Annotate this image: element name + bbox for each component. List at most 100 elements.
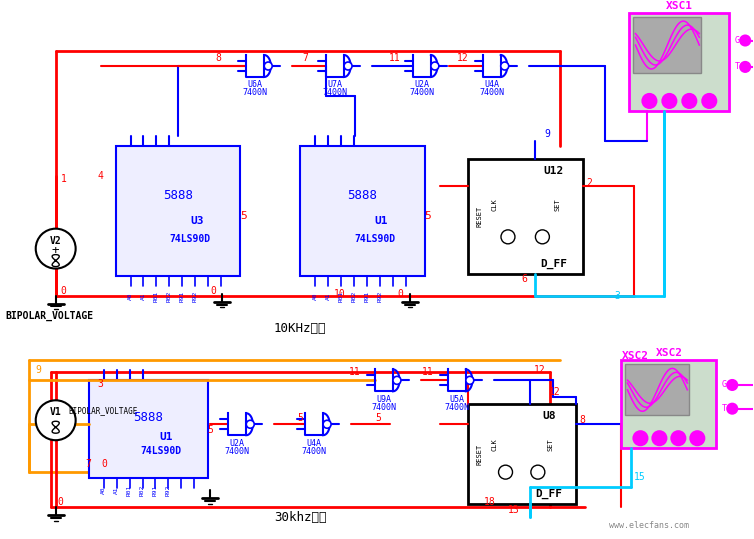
Text: BIPOLAR_VOLTAGE: BIPOLAR_VOLTAGE — [6, 310, 94, 321]
Text: XSC1: XSC1 — [666, 1, 693, 11]
Text: XSC2: XSC2 — [655, 348, 682, 358]
Text: G: G — [734, 36, 740, 45]
Text: 8: 8 — [216, 53, 221, 63]
Text: RESET: RESET — [477, 444, 483, 465]
Text: 11: 11 — [389, 53, 401, 63]
Bar — [467, 159, 583, 274]
Text: 4: 4 — [98, 171, 103, 181]
Text: U5A: U5A — [449, 395, 464, 404]
Text: SET: SET — [555, 198, 561, 211]
Text: V2: V2 — [50, 236, 62, 246]
Circle shape — [740, 36, 750, 45]
Bar — [633, 17, 701, 73]
Text: 0: 0 — [58, 497, 63, 507]
Text: A0: A0 — [313, 293, 317, 300]
Text: 7400N: 7400N — [409, 88, 434, 98]
Text: R01: R01 — [127, 485, 132, 496]
Text: U12: U12 — [544, 166, 564, 176]
Bar — [89, 381, 208, 478]
Text: U2A: U2A — [415, 80, 430, 89]
Text: 7400N: 7400N — [225, 447, 250, 455]
Text: D_FF: D_FF — [541, 259, 567, 269]
Text: SET: SET — [547, 438, 553, 451]
Circle shape — [323, 420, 331, 429]
Text: R02: R02 — [140, 485, 145, 496]
Circle shape — [466, 376, 474, 384]
Text: 0: 0 — [102, 459, 108, 469]
Circle shape — [671, 431, 685, 445]
Circle shape — [663, 94, 676, 108]
Circle shape — [344, 62, 352, 70]
Circle shape — [682, 94, 696, 108]
Text: 1: 1 — [61, 174, 66, 184]
Text: R01: R01 — [339, 291, 344, 302]
Text: 12: 12 — [534, 365, 546, 375]
Circle shape — [431, 62, 439, 70]
Text: 6: 6 — [522, 274, 528, 284]
Bar — [630, 13, 729, 111]
Text: A0: A0 — [101, 486, 106, 494]
Text: 74LS90D: 74LS90D — [140, 446, 181, 456]
Text: R92: R92 — [193, 291, 198, 302]
Text: U8: U8 — [542, 411, 556, 421]
Circle shape — [633, 431, 648, 445]
Text: 5: 5 — [375, 413, 381, 423]
Text: U1: U1 — [160, 432, 173, 442]
Circle shape — [702, 94, 716, 108]
Text: A1: A1 — [141, 293, 146, 300]
Text: 7400N: 7400N — [243, 88, 268, 98]
Text: U3: U3 — [190, 216, 204, 226]
Text: +: + — [52, 244, 60, 257]
Text: 5: 5 — [207, 425, 213, 435]
Text: 5888: 5888 — [133, 411, 164, 424]
Text: G: G — [722, 381, 727, 390]
Text: 3: 3 — [98, 379, 103, 389]
Text: D_FF: D_FF — [535, 489, 562, 499]
Text: U7A: U7A — [327, 80, 342, 89]
Text: R02: R02 — [167, 291, 172, 302]
Circle shape — [691, 431, 704, 445]
Text: CLK: CLK — [492, 198, 498, 211]
Text: 74LS90D: 74LS90D — [354, 234, 396, 244]
Text: 9: 9 — [544, 129, 550, 139]
Text: www.elecfans.com: www.elecfans.com — [609, 521, 689, 529]
Circle shape — [740, 62, 750, 72]
Circle shape — [652, 431, 667, 445]
Text: 0: 0 — [397, 288, 403, 299]
Text: 7400N: 7400N — [302, 447, 326, 455]
Text: U4A: U4A — [307, 439, 322, 448]
Text: 5: 5 — [240, 211, 247, 220]
Circle shape — [393, 376, 401, 384]
Circle shape — [35, 229, 75, 268]
Text: R91: R91 — [180, 291, 185, 302]
Text: A0: A0 — [128, 293, 133, 300]
Text: U2A: U2A — [230, 439, 245, 448]
Text: 74LS90D: 74LS90D — [170, 234, 211, 244]
Text: U6A: U6A — [248, 80, 262, 89]
Text: 7400N: 7400N — [323, 88, 348, 98]
Text: R91: R91 — [364, 291, 369, 302]
Circle shape — [501, 62, 509, 70]
Text: CLK: CLK — [492, 438, 498, 451]
Text: 7: 7 — [302, 53, 308, 63]
Text: R02: R02 — [351, 291, 357, 302]
Bar — [626, 364, 689, 415]
Circle shape — [498, 465, 513, 479]
Circle shape — [264, 62, 272, 70]
Text: 5: 5 — [425, 211, 431, 220]
Circle shape — [535, 230, 550, 244]
Text: 3: 3 — [615, 291, 621, 301]
Text: 7400N: 7400N — [480, 88, 504, 98]
Text: RESET: RESET — [477, 205, 483, 227]
Text: A1: A1 — [326, 293, 330, 300]
Text: 11: 11 — [422, 368, 434, 377]
Text: BIPOLAR_VOLTAGE: BIPOLAR_VOLTAGE — [69, 406, 138, 415]
Text: 10KHz分频: 10KHz分频 — [274, 322, 326, 335]
Circle shape — [728, 404, 737, 413]
Text: A1: A1 — [114, 486, 119, 494]
Text: 11: 11 — [349, 368, 361, 377]
Text: R91: R91 — [153, 485, 158, 496]
Bar — [115, 146, 241, 275]
Text: 12: 12 — [549, 388, 560, 397]
Circle shape — [642, 94, 657, 108]
